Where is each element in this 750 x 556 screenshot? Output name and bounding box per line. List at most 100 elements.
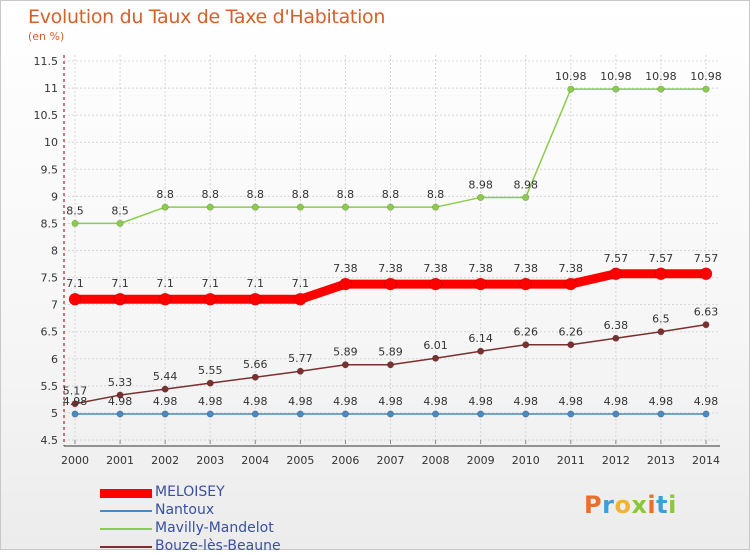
data-label: 4.98: [288, 395, 313, 408]
data-point: [522, 193, 530, 201]
data-label: 5.17: [63, 385, 88, 398]
y-tick-label: 5.5: [41, 380, 59, 393]
data-label: 4.98: [153, 395, 178, 408]
data-point: [206, 410, 214, 418]
data-point: [248, 292, 262, 306]
y-tick-label: 11: [44, 82, 58, 95]
data-point: [609, 267, 623, 281]
legend-swatch: [100, 488, 152, 498]
data-label: 4.98: [694, 395, 719, 408]
data-label: 7.1: [111, 277, 129, 290]
data-point: [384, 277, 397, 291]
data-point: [341, 410, 349, 418]
data-label: 8.8: [292, 188, 310, 201]
x-tick-label: 2014: [692, 454, 720, 467]
x-tick-label: 2008: [422, 454, 450, 467]
data-point: [339, 277, 352, 291]
data-point: [699, 267, 713, 281]
data-point: [68, 292, 82, 306]
x-tick-label: 2006: [331, 454, 359, 467]
chart-title: Evolution du Taux de Taxe d'Habitation: [28, 6, 386, 28]
data-point: [654, 267, 668, 281]
data-point: [71, 410, 79, 418]
data-point: [251, 410, 259, 418]
y-tick-label: 5: [51, 407, 58, 420]
x-tick-label: 2002: [151, 454, 179, 467]
x-tick-label: 2005: [286, 454, 314, 467]
data-label: 7.1: [156, 277, 174, 290]
data-label: 8.5: [111, 204, 129, 217]
y-tick-label: 10: [44, 136, 58, 149]
data-label: 8.8: [247, 188, 265, 201]
data-label: 4.98: [513, 395, 538, 408]
data-point: [522, 341, 530, 349]
data-label: 7.38: [423, 262, 448, 275]
x-tick-label: 2007: [377, 454, 405, 467]
data-point: [612, 410, 620, 418]
y-tick-label: 10.5: [34, 109, 59, 122]
data-point: [206, 203, 214, 211]
data-label: 8.8: [427, 188, 445, 201]
data-label: 7.1: [247, 277, 265, 290]
x-tick-label: 2001: [106, 454, 134, 467]
data-labels: 7.1 7.1 7.1 7.1 7.1 7.1 7.38 7.38 7.38 7.38 7.38 7.…: [63, 70, 722, 408]
y-tick-label: 8.5: [41, 217, 59, 230]
data-label: 8.8: [201, 188, 219, 201]
legend-swatch: [100, 546, 152, 548]
axes: 4.5 5 5.5 6 6.5 7 7.5 8 8.5 9 9.5 10 10.5 11 11.5 2000 2…: [34, 55, 720, 467]
data-label: 10.98: [645, 70, 677, 83]
data-point: [341, 203, 349, 211]
legend-swatch: [100, 528, 152, 530]
data-point: [116, 219, 124, 227]
data-point: [296, 410, 304, 418]
data-label: 5.66: [243, 358, 268, 371]
data-point: [612, 334, 620, 342]
data-label: 4.98: [423, 395, 448, 408]
data-label: 7.1: [292, 277, 310, 290]
data-point: [702, 321, 710, 329]
data-label: 7.57: [694, 252, 719, 265]
data-point: [477, 193, 485, 201]
data-point: [116, 391, 124, 399]
x-tick-label: 2000: [61, 454, 89, 467]
y-tick-label: 9: [51, 190, 58, 203]
data-point: [702, 85, 710, 93]
legend-label: Bouze-lès-Beaune: [155, 538, 281, 554]
data-label: 8.8: [156, 188, 174, 201]
proxiti-logo: Proxiti: [584, 491, 677, 519]
data-label: 6.01: [423, 339, 448, 352]
data-label: 7.38: [378, 262, 403, 275]
logo-letter: o: [614, 491, 632, 519]
data-label: 5.44: [153, 370, 178, 383]
series-1: [71, 410, 710, 418]
data-label: 5.55: [198, 364, 223, 377]
data-label: 7.38: [559, 262, 584, 275]
chart-subtitle: (en %): [28, 30, 65, 43]
y-tick-label: 4.5: [41, 434, 59, 447]
data-point: [71, 219, 79, 227]
data-point: [161, 203, 169, 211]
data-label: 4.98: [468, 395, 493, 408]
data-point: [477, 410, 485, 418]
data-label: 6.26: [559, 326, 584, 339]
data-point: [522, 410, 530, 418]
data-label: 6.38: [604, 319, 629, 332]
data-point: [71, 400, 79, 408]
data-label: 7.38: [468, 262, 493, 275]
data-label: 10.98: [600, 70, 632, 83]
logo-letter: P: [584, 491, 603, 519]
data-point: [251, 203, 259, 211]
data-point: [519, 277, 533, 291]
data-point: [296, 367, 304, 375]
data-point: [161, 385, 169, 393]
x-tick-label: 2004: [241, 454, 269, 467]
data-label: 5.33: [108, 376, 133, 389]
data-label: 4.98: [108, 395, 133, 408]
data-point: [702, 410, 710, 418]
data-point: [206, 379, 214, 387]
data-point: [477, 347, 485, 355]
data-label: 7.57: [604, 252, 629, 265]
data-point: [158, 292, 172, 306]
logo-letter: r: [602, 491, 615, 519]
